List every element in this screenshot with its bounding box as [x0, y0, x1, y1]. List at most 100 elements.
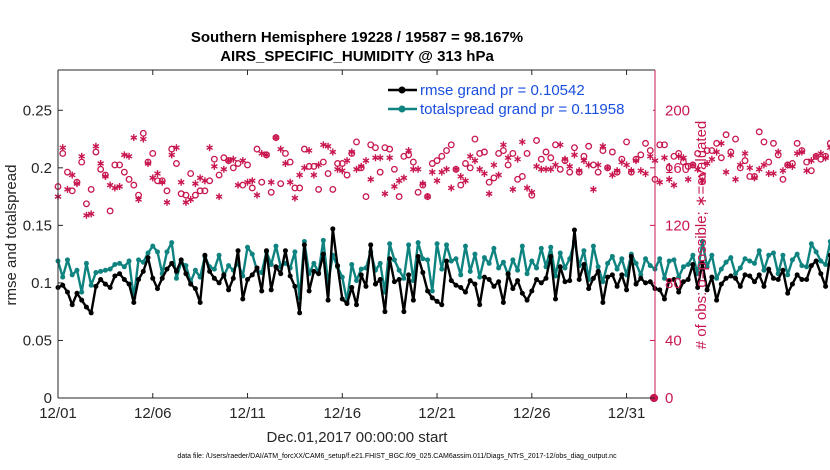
- x-axis-label: Dec.01,2017 00:00:00 start: [267, 429, 449, 446]
- rmse-point: [704, 287, 710, 293]
- obs-evaluated-stroke: [334, 166, 341, 172]
- totalspread-point: [377, 260, 383, 266]
- obs-evaluated-stroke: [78, 153, 86, 159]
- obs-evaluated-marker: [670, 181, 678, 189]
- rmse-point: [235, 248, 241, 254]
- obs-evaluated-marker: [528, 188, 536, 196]
- obs-possible-marker: [717, 154, 725, 162]
- totalspread-point: [448, 258, 454, 264]
- rmse-point: [458, 285, 464, 291]
- obs-evaluated-stroke: [267, 179, 275, 185]
- x-tick-label: 12/16: [324, 405, 362, 422]
- chart-title-line2: AIRS_SPECIFIC_HUMIDITY @ 313 hPa: [220, 48, 494, 65]
- rmse-point: [813, 258, 819, 264]
- obs-evaluated-marker: [552, 161, 559, 169]
- obs-evaluated-stroke: [717, 141, 725, 146]
- rmse-point: [780, 267, 786, 273]
- obs-possible-marker: [125, 175, 133, 183]
- totalspread-point: [69, 272, 75, 278]
- obs-evaluated-marker: [608, 171, 616, 179]
- obs-evaluated-stroke: [239, 158, 247, 163]
- rmse-point: [330, 226, 336, 232]
- y-axis-label-left: rmse and totalspread: [3, 165, 20, 306]
- obs-possible-marker: [585, 142, 593, 150]
- obs-evaluated-stroke: [523, 185, 531, 191]
- rmse-point: [799, 276, 805, 282]
- obs-evaluated-marker: [817, 149, 825, 157]
- obs-evaluated-marker: [613, 167, 621, 175]
- totalspread-point: [595, 264, 601, 270]
- rmse-point: [155, 286, 160, 292]
- rmse-point: [230, 275, 236, 281]
- obs-possible-marker: [661, 141, 668, 149]
- rmse-point: [297, 310, 303, 316]
- totalspread-point: [804, 264, 810, 270]
- rmse-point: [823, 283, 829, 289]
- obs-evaluated-stroke: [727, 152, 735, 158]
- obs-evaluated-marker: [135, 195, 142, 203]
- obs-evaluated-marker: [575, 167, 583, 175]
- totalspread-point: [657, 256, 663, 262]
- rmse-point: [382, 309, 388, 315]
- rmse-point: [117, 271, 123, 277]
- obs-evaluated-stroke: [632, 158, 640, 163]
- rmse-point: [448, 278, 454, 284]
- obs-evaluated-marker: [386, 154, 394, 162]
- obs-evaluated-marker: [362, 157, 370, 165]
- rmse-point: [657, 287, 663, 293]
- rmse-point: [714, 297, 720, 303]
- obs-possible-marker: [694, 149, 702, 157]
- obs-evaluated-marker: [784, 161, 792, 169]
- totalspread-point: [671, 257, 677, 263]
- obs-possible-marker: [623, 138, 631, 146]
- totalspread-point: [126, 258, 132, 264]
- obs-possible-marker: [433, 157, 441, 165]
- rmse-point: [391, 279, 397, 285]
- rmse-point: [88, 310, 94, 316]
- rmse-line: [57, 227, 830, 314]
- rmse-point: [761, 283, 767, 289]
- obs-possible-marker: [608, 148, 616, 156]
- rmse-point: [548, 253, 554, 259]
- obs-evaluated-marker: [78, 152, 86, 160]
- totalspread-point: [93, 270, 99, 276]
- rmse-point: [349, 285, 355, 291]
- rmse-point: [159, 275, 165, 281]
- rmse-point: [434, 298, 440, 304]
- obs-evaluated-stroke: [329, 149, 337, 155]
- totalspread-point: [136, 257, 142, 263]
- rmse-point: [576, 276, 582, 282]
- obs-evaluated-marker: [443, 165, 450, 173]
- rmse-point: [680, 279, 686, 285]
- obs-evaluated-stroke: [68, 172, 76, 178]
- obs-evaluated-stroke: [689, 162, 697, 168]
- totalspread-point: [226, 263, 232, 269]
- rmse-point: [647, 279, 653, 285]
- obs-evaluated-stroke: [514, 156, 521, 162]
- rmse-point: [306, 288, 312, 294]
- totalspread-point: [680, 264, 686, 270]
- obs-evaluated-stroke: [736, 162, 744, 168]
- rmse-point: [107, 285, 113, 291]
- totalspread-point: [358, 266, 364, 272]
- y-tick-label-left: 0.15: [23, 217, 52, 234]
- legend: rmse grand pr = 0.10542 totalspread gran…: [383, 78, 653, 122]
- rmse-point: [406, 272, 412, 278]
- obs-possible-marker: [277, 180, 285, 188]
- obs-evaluated-marker: [419, 180, 427, 188]
- rmse-point: [756, 272, 762, 278]
- obs-evaluated-marker: [727, 151, 735, 159]
- rmse-point: [505, 271, 511, 277]
- obs-evaluated-stroke: [476, 166, 484, 172]
- totalspread-point: [387, 241, 393, 247]
- totalspread-point: [633, 260, 639, 266]
- legend-box: [383, 78, 653, 122]
- obs-possible-marker: [215, 171, 223, 179]
- obs-evaluated-marker: [87, 210, 95, 218]
- obs-evaluated-stroke: [405, 148, 413, 153]
- obs-evaluated-stroke: [97, 161, 105, 166]
- totalspread-point: [64, 257, 70, 263]
- rmse-point: [624, 287, 630, 293]
- rmse-point: [183, 271, 189, 277]
- obs-evaluated-stroke: [485, 191, 493, 197]
